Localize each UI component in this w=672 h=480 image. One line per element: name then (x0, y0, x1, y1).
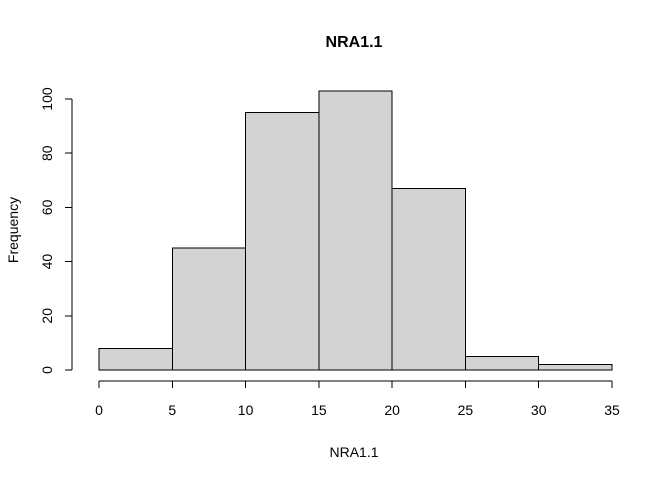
x-tick-label: 10 (238, 402, 254, 418)
histogram-bar (98, 347, 173, 371)
y-tick-label: 0 (39, 366, 55, 374)
y-tick-label: 20 (39, 308, 55, 324)
bars-layer (98, 90, 613, 371)
histogram-bar (464, 355, 540, 371)
x-tick-label: 15 (311, 402, 327, 418)
x-tick-label: 5 (168, 402, 176, 418)
histogram-bar (391, 187, 466, 371)
x-tick-label: 30 (531, 402, 547, 418)
histogram-bar (318, 90, 393, 371)
y-axis: 0 20 40 60 80 100 (39, 87, 73, 374)
histogram-bar (171, 247, 247, 371)
chart-title: NRA1.1 (326, 34, 383, 51)
y-tick-label: 80 (39, 145, 55, 161)
x-tick-label: 25 (458, 402, 474, 418)
x-tick-label: 35 (604, 402, 620, 418)
y-tick-label: 100 (39, 87, 55, 111)
histogram-bar (538, 364, 613, 371)
x-tick-label: 20 (384, 402, 400, 418)
x-axis: 0 5 10 15 20 25 30 35 (95, 380, 620, 418)
y-tick-label: 60 (39, 199, 55, 215)
histogram-bar (245, 112, 320, 371)
y-axis-label: Frequency (5, 197, 21, 263)
y-tick-label: 40 (39, 254, 55, 270)
x-axis-label: NRA1.1 (329, 444, 378, 460)
x-tick-label: 0 (95, 402, 103, 418)
